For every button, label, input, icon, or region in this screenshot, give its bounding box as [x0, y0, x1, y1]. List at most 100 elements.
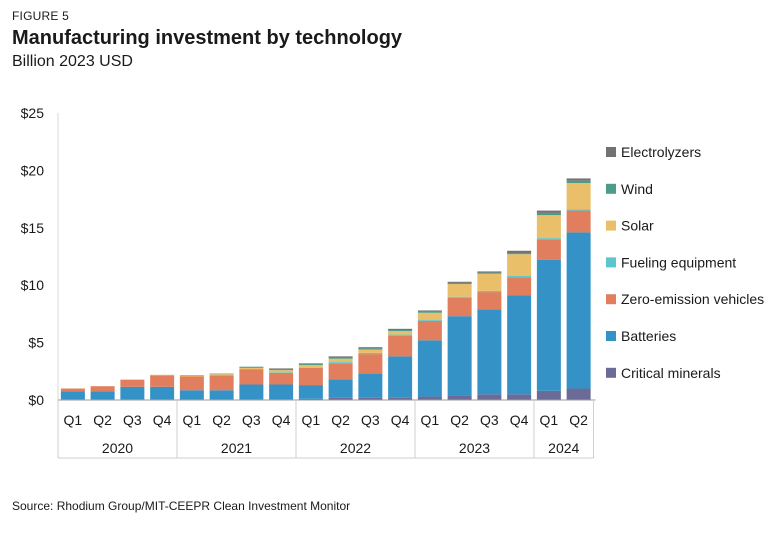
x-tick-label: Q2	[450, 412, 469, 428]
bar-segment-wind	[417, 311, 442, 313]
x-tick-label: Q1	[540, 412, 559, 428]
bar-segment-zero-emission-vehicles	[60, 388, 85, 392]
bar-segment-wind	[447, 282, 472, 285]
year-label: 2024	[548, 440, 579, 456]
legend: Electrolyzers Wind Solar Fueling equipment Z…	[606, 144, 764, 381]
bar-segment-electrolyzers	[536, 210, 561, 213]
bar-segment-zero-emission-vehicles	[150, 375, 175, 387]
bar-segment-zero-emission-vehicles	[269, 373, 294, 385]
year-label: 2023	[459, 440, 490, 456]
bar-segment-solar	[269, 370, 294, 373]
bar-segment-critical-minerals	[417, 396, 442, 400]
x-tick-label: Q1	[183, 412, 202, 428]
y-tick-label: $0	[28, 392, 44, 408]
bar-segment-zero-emission-vehicles	[477, 292, 502, 310]
bar-segment-batteries	[150, 386, 175, 400]
bar-segment-fueling-equipment	[358, 352, 383, 355]
bar-segment-zero-emission-vehicles	[536, 239, 561, 260]
bar-segment-solar	[209, 374, 234, 376]
bar-segment-fueling-equipment	[239, 369, 264, 370]
x-tick-label: Q1	[302, 412, 321, 428]
chart-subtitle: Billion 2023 USD	[12, 53, 133, 70]
bar-segment-solar	[179, 375, 204, 377]
x-tick-label: Q2	[212, 412, 231, 428]
y-tick-label: $20	[21, 162, 45, 178]
bar-segment-fueling-equipment	[388, 334, 413, 336]
bar-segment-critical-minerals	[298, 398, 323, 400]
bar-segment-zero-emission-vehicles	[388, 335, 413, 357]
bar-segment-zero-emission-vehicles	[298, 367, 323, 386]
source-note: Source: Rhodium Group/MIT-CEEPR Clean In…	[12, 499, 351, 513]
bar-segment-batteries	[298, 385, 323, 399]
bar-segment-fueling-equipment	[477, 290, 502, 293]
bar-segment-fueling-equipment	[566, 209, 591, 211]
y-tick-label: $15	[21, 220, 45, 236]
bar-segment-batteries	[536, 259, 561, 391]
bar-segment-electrolyzers	[298, 363, 323, 364]
bar-segment-zero-emission-vehicles	[179, 376, 204, 391]
bar-segment-electrolyzers	[358, 347, 383, 349]
bar-segment-solar	[566, 183, 591, 210]
bar-segment-wind	[566, 180, 591, 184]
bar-segment-solar	[239, 367, 264, 370]
bar-segment-zero-emission-vehicles	[120, 379, 145, 387]
bar-segment-fueling-equipment	[298, 367, 323, 368]
bar-segment-fueling-equipment	[269, 372, 294, 374]
bar-segment-zero-emission-vehicles	[90, 386, 115, 392]
bar-segment-batteries	[507, 295, 532, 395]
bar-segment-zero-emission-vehicles	[417, 320, 442, 341]
bar-segment-fueling-equipment	[507, 276, 532, 278]
legend-swatch	[606, 183, 616, 194]
bar-segment-electrolyzers	[388, 328, 413, 330]
bar-segment-zero-emission-vehicles	[328, 363, 353, 380]
bar-segment-solar	[298, 364, 323, 368]
y-tick-label: $25	[21, 105, 45, 121]
bar-segment-solar	[536, 215, 561, 239]
bar-segment-wind	[507, 253, 532, 255]
bar-segment-zero-emission-vehicles	[239, 369, 264, 385]
x-tick-label: Q2	[569, 412, 588, 428]
bar-segment-critical-minerals	[536, 390, 561, 400]
legend-label: Wind	[621, 181, 653, 197]
bar-segment-zero-emission-vehicles	[447, 297, 472, 317]
bar-segment-critical-minerals	[358, 397, 383, 400]
bar-segment-fueling-equipment	[447, 296, 472, 298]
bar-segment-wind	[269, 369, 294, 371]
bar-segment-critical-minerals	[328, 397, 353, 400]
bar-segment-batteries	[269, 384, 294, 400]
legend-swatch	[606, 294, 616, 305]
x-tick-label: Q4	[153, 412, 172, 428]
bar-segment-critical-minerals	[477, 394, 502, 400]
legend-swatch	[606, 331, 616, 341]
bar-segment-fueling-equipment	[328, 362, 353, 364]
bar-segment-critical-minerals	[507, 394, 532, 400]
legend-label: Solar	[621, 218, 654, 234]
figure-label: FIGURE 5	[12, 9, 69, 23]
bar-segment-solar	[477, 273, 502, 291]
year-label: 2021	[221, 440, 252, 456]
x-tick-label: Q4	[391, 412, 410, 428]
bar-segment-critical-minerals	[566, 388, 591, 400]
bar-segment-batteries	[566, 232, 591, 389]
legend-label: Electrolyzers	[621, 144, 701, 160]
legend-swatch	[606, 147, 616, 157]
bar-segment-solar	[417, 312, 442, 320]
bar-segment-wind	[239, 366, 264, 368]
legend-swatch	[606, 220, 616, 231]
bar-segment-critical-minerals	[388, 397, 413, 400]
x-tick-label: Q4	[272, 412, 291, 428]
bar-segment-electrolyzers	[328, 356, 353, 358]
year-label: 2022	[340, 440, 371, 456]
bar-segment-wind	[388, 329, 413, 332]
legend-label: Fueling equipment	[621, 254, 736, 270]
x-tick-label: Q2	[331, 412, 350, 428]
plot-area: $0 $5 $10 $15 $20 $25 Q1 Q2 Q3 Q4 Q1 Q2 Q3 Q4 Q1 Q2 Q3 Q4…	[21, 105, 596, 459]
bar-segment-batteries	[239, 384, 264, 400]
bar-segment-batteries	[447, 316, 472, 396]
bar-segment-wind	[298, 363, 323, 365]
bar-segment-electrolyzers	[566, 178, 591, 181]
legend-label: Zero-emission vehicles	[621, 291, 764, 307]
bar-segment-solar	[120, 379, 145, 380]
x-tick-label: Q3	[361, 412, 380, 428]
